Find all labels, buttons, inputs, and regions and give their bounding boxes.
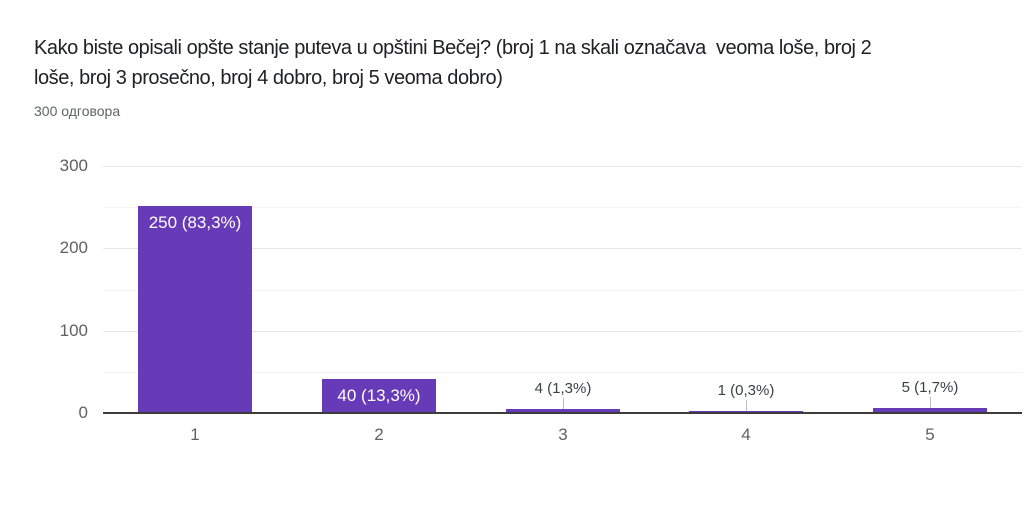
x-axis-tick-label-2: 2 [374,425,384,444]
question-title: Kako biste opisali opšte stanje puteva u… [34,33,1014,93]
y-axis-tick-label-0: 0 [78,403,88,422]
bar-value-label-2: 40 (13,3%) [337,386,421,405]
y-axis-tick-label-300: 300 [59,156,88,175]
bar-category-5[interactable] [873,408,987,412]
x-axis-tick-label-4: 4 [741,425,751,444]
bar-value-label-1: 250 (83,3%) [148,213,242,232]
gridline-minor-50 [103,372,1022,373]
bar-category-1[interactable] [138,206,252,412]
y-axis-tick-label-200: 200 [59,238,88,257]
bar-value-label-5: 5 (1,7%) [901,379,959,396]
x-axis-tick-label-1: 1 [190,425,200,444]
bar-category-4[interactable] [689,411,803,412]
gridline-major-100 [103,331,1022,332]
x-axis-tick-label-5: 5 [925,425,935,444]
gridline-major-200 [103,248,1022,249]
gridline-minor-150 [103,290,1022,291]
gridline-minor-250 [103,207,1022,208]
bar-chart: 250 (83,3%) 40 (13,3%) 4 (1,3%) 1 (0,3%) 5 (… [0,156,1024,466]
question-title-line-2: loše, broj 3 prosečno, broj 4 dobro, bro… [34,67,503,89]
bar-category-2[interactable] [322,379,436,412]
annotation-stem-3 [563,398,564,409]
bar-value-label-4: 1 (0,3%) [717,382,775,399]
x-axis-baseline [103,412,1022,414]
y-axis-tick-label-100: 100 [59,321,88,340]
annotation-stem-5 [930,397,931,408]
x-axis-tick-label-3: 3 [558,425,568,444]
bar-value-label-3: 4 (1,3%) [534,380,592,397]
response-count: 300 одговора [34,103,121,119]
plot-area: 250 (83,3%) 40 (13,3%) 4 (1,3%) 1 (0,3%) 5 (… [103,166,1022,414]
gridline-major-300 [103,166,1022,167]
bar-category-3[interactable] [506,409,620,412]
question-title-line-1: Kako biste opisali opšte stanje puteva u… [34,37,872,59]
annotation-stem-4 [746,400,747,411]
